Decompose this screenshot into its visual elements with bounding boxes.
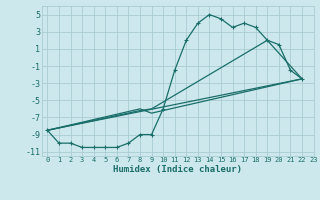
X-axis label: Humidex (Indice chaleur): Humidex (Indice chaleur) xyxy=(113,165,242,174)
